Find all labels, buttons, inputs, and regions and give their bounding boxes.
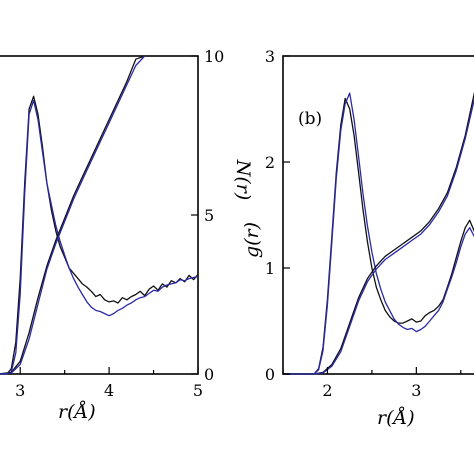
panel-b-black-distribution-line [283, 97, 474, 375]
panel-a-blue-cumulative-line [0, 55, 146, 375]
panel-a-frame [0, 55, 199, 375]
panel-b-blue-distribution-line [283, 92, 474, 375]
panel-b-black-cumulative-line [283, 91, 474, 375]
panel-a-x-axis-label: r(Å) [58, 401, 96, 423]
panel-b-y-tick-label: 0 [265, 365, 275, 384]
panel-a-blue-distribution-line [0, 99, 199, 375]
panel-b-x-axis-label: r(Å) [377, 407, 415, 429]
panel-b-frame [282, 55, 474, 375]
panel-a-right-tick-label: 10 [204, 47, 224, 66]
panel-b-y-tick-label: 2 [265, 153, 275, 172]
panel-b-y-tick-label: 1 [265, 259, 275, 278]
panel-b-y-tick-label: 3 [265, 47, 275, 66]
panel-a-x-tick-label: 3 [15, 381, 25, 400]
panel-b-series [283, 91, 474, 375]
panel-a-x-tick-label: 5 [193, 381, 203, 400]
panel-a-right-axis-label: N(r) [232, 159, 254, 201]
panel-a-series [0, 55, 199, 375]
panel-b-x-tick-label: 2 [322, 381, 332, 400]
panel-a-right-tick-label: 0 [204, 365, 214, 384]
panel-b-left-axis-label: g(r) [241, 222, 263, 258]
panel-a-right-tick-label: 5 [204, 206, 214, 225]
panel-a-black-cumulative-line [0, 55, 145, 375]
panel-b-label: (b) [298, 109, 322, 129]
panel-b: 2 3 0 1 2 3 (b) r(Å) g(r) [241, 47, 474, 429]
panel-a-x-tick-label: 4 [104, 381, 114, 400]
panel-b-ticks: 2 3 0 1 2 3 [265, 47, 462, 400]
panel-b-x-tick-label: 3 [411, 381, 421, 400]
panel-b-blue-cumulative-line [283, 98, 474, 375]
